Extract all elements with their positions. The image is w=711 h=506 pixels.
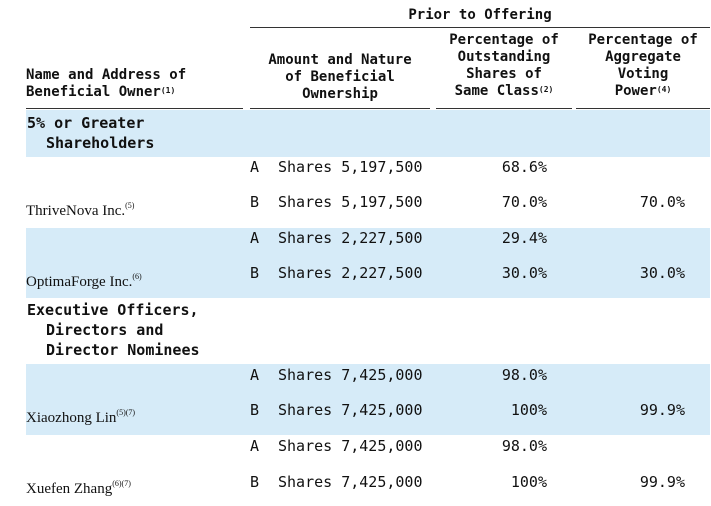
footnote-marker: (4) bbox=[656, 85, 672, 94]
class-percentage: 29.4% bbox=[501, 229, 547, 247]
share-class: B bbox=[250, 473, 260, 491]
header-rule-pct bbox=[436, 108, 572, 109]
share-amount: Shares 7,425,000 bbox=[278, 437, 423, 455]
voting-percentage: 30.0% bbox=[639, 264, 685, 282]
section-heading-major: 5% or Greater Shareholders bbox=[27, 114, 155, 152]
share-class: B bbox=[250, 193, 260, 211]
footnote-marker: (2) bbox=[538, 85, 554, 94]
col-name-header: Name and Address of Beneficial Owner(1) bbox=[26, 67, 187, 100]
class-percentage: 98.0% bbox=[501, 366, 547, 384]
footnote-marker: (6) bbox=[132, 272, 142, 281]
footnote-marker: (5)(7) bbox=[116, 408, 136, 417]
section-heading-officers: Executive Officers, Directors and Direct… bbox=[27, 301, 200, 359]
class-percentage: 68.6% bbox=[501, 158, 547, 176]
col-voting-header: Percentage of Aggregate Voting Power(4) bbox=[588, 32, 698, 99]
holder-name: Xuefen Zhang(6)(7) bbox=[26, 479, 131, 497]
header-rule-voting bbox=[576, 108, 710, 109]
holder-name: OptimaForge Inc.(6) bbox=[26, 272, 142, 290]
share-amount: Shares 5,197,500 bbox=[278, 193, 423, 211]
share-amount: Shares 2,227,500 bbox=[278, 264, 423, 282]
class-percentage: 98.0% bbox=[501, 437, 547, 455]
share-class: A bbox=[250, 437, 260, 455]
class-percentage: 30.0% bbox=[501, 264, 547, 282]
voting-percentage: 99.9% bbox=[639, 473, 685, 491]
share-class: B bbox=[250, 264, 260, 282]
footnote-marker: (6)(7) bbox=[112, 479, 131, 488]
row-band bbox=[26, 228, 710, 298]
row-band bbox=[26, 364, 710, 435]
share-class: A bbox=[250, 366, 260, 384]
share-amount: Shares 5,197,500 bbox=[278, 158, 423, 176]
group-rule bbox=[250, 27, 710, 28]
holder-name: ThriveNova Inc.(5) bbox=[26, 201, 135, 219]
class-percentage: 100% bbox=[510, 473, 547, 491]
section-band bbox=[26, 110, 710, 157]
voting-percentage: 99.9% bbox=[639, 401, 685, 419]
share-amount: Shares 7,425,000 bbox=[278, 473, 423, 491]
share-class: A bbox=[250, 229, 260, 247]
footnote-marker: (5) bbox=[125, 201, 135, 210]
footnote-marker: (1) bbox=[160, 86, 176, 95]
voting-percentage: 70.0% bbox=[639, 193, 685, 211]
share-class: A bbox=[250, 158, 260, 176]
group-header: Prior to Offering bbox=[408, 7, 552, 23]
holder-name: Xiaozhong Lin(5)(7) bbox=[26, 408, 136, 426]
col-amount-header: Amount and Nature of Beneficial Ownershi… bbox=[268, 52, 412, 102]
class-percentage: 70.0% bbox=[501, 193, 547, 211]
share-class: B bbox=[250, 401, 260, 419]
header-rule-amount bbox=[250, 108, 430, 109]
share-amount: Shares 2,227,500 bbox=[278, 229, 423, 247]
share-amount: Shares 7,425,000 bbox=[278, 401, 423, 419]
col-pct-class-header: Percentage of Outstanding Shares of Same… bbox=[449, 32, 559, 99]
header-rule-name bbox=[26, 108, 243, 109]
class-percentage: 100% bbox=[510, 401, 547, 419]
share-amount: Shares 7,425,000 bbox=[278, 366, 423, 384]
